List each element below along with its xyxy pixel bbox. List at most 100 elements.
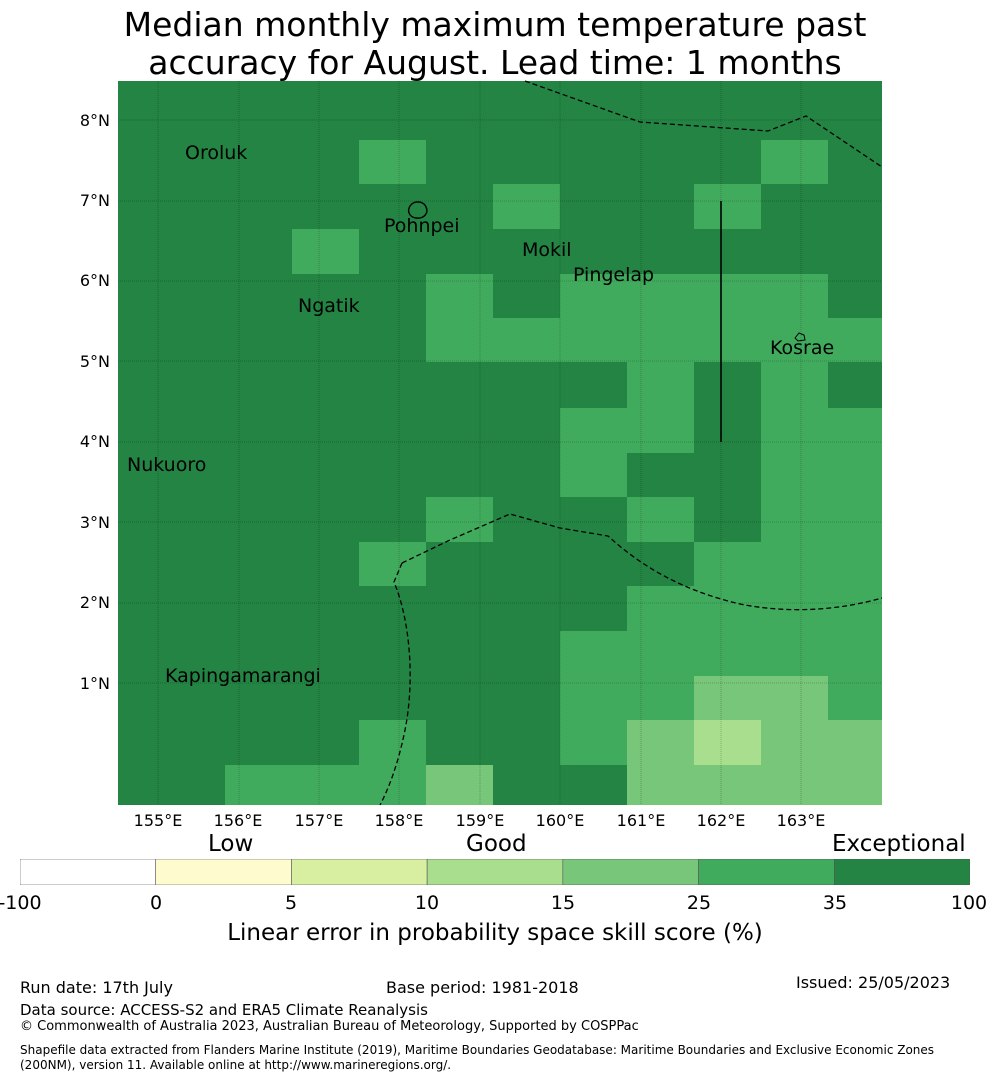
data-source: Data source: ACCESS-S2 and ERA5 Climate … [20,1001,428,1019]
colorbar-bin [291,859,428,885]
grid-cell [627,81,694,140]
place-label-pingelap: Pingelap [573,264,655,286]
grid-cell [359,676,426,720]
place-label-ngatik: Ngatik [298,295,360,317]
legend-category-exceptional: Exceptional [832,831,966,857]
eez-boundaries [379,80,883,806]
grid-cell [359,140,426,184]
grid-cell [560,81,627,140]
grid-cell [560,229,627,274]
grid-cell [761,274,828,318]
place-label-mokil: Mokil [522,239,572,261]
x-tick-158e: 158°E [374,811,424,830]
grid-cell [627,274,694,318]
grid-cell [225,631,292,676]
grid-cell [828,453,882,497]
grid-cell [118,765,158,805]
grid-cell [828,497,882,542]
grid-cell [828,140,882,184]
grid-cell [118,676,158,720]
grid-cell [158,720,225,765]
grid-cell [158,274,225,318]
grid-cell [627,497,694,542]
grid-cell [560,453,627,497]
x-tick-162e: 162°E [696,811,746,830]
y-tick-5n: 5°N [79,352,110,371]
grid-cell [627,318,694,362]
grid-cell [627,631,694,676]
grid-cell [225,184,292,229]
grid-cell [694,81,761,140]
grid-cell [292,497,359,542]
grid-cell [225,362,292,408]
grid-cell [426,765,493,805]
grid-cell [761,184,828,229]
grid-cell [761,362,828,408]
grid-cell [158,140,225,184]
grid-cell [292,81,359,140]
grid-cell [292,318,359,362]
grid-cell [426,81,493,140]
grid-cell [225,229,292,274]
grid-cell [118,184,158,229]
grid-cell [225,720,292,765]
grid-cell [292,362,359,408]
grid-cell [493,765,560,805]
grid-cell [158,765,225,805]
grid-cell [426,720,493,765]
grid-cell [292,720,359,765]
grid-cell [359,408,426,453]
colorbar-tick-25: 25 [686,892,712,914]
colorbar [20,859,970,885]
colorbar-bin [698,859,835,885]
grid-cell [627,184,694,229]
grid-cell [694,631,761,676]
grid-cell [292,542,359,586]
grid-cell [493,408,560,453]
colorbar-tick-10: 10 [414,892,440,914]
grid-cell [828,184,882,229]
eez-boundary-south-west [379,562,411,806]
grid-cell [828,765,882,805]
grid-cell [359,765,426,805]
grid-cell [761,318,828,362]
grid-cell [694,542,761,586]
grid-cell [225,318,292,362]
grid-cell [493,274,560,318]
grid-cell [359,631,426,676]
grid-cell [118,274,158,318]
colorbar-bin [426,859,564,885]
grid-cell [359,81,426,140]
grid-cell [426,140,493,184]
grid-cell [560,497,627,542]
grid-cell [761,676,828,720]
grid-cell [560,586,627,631]
x-tick-160e: 160°E [535,811,585,830]
y-tick-2n: 2°N [79,593,110,612]
grid-cell [560,408,627,453]
colorbar-tick-100: 100 [950,892,988,914]
x-tick-156e: 156°E [213,811,263,830]
grid-cell [560,274,627,318]
grid-cell [560,676,627,720]
grid-cell [225,453,292,497]
grid-cell [493,720,560,765]
grid-cell [359,229,426,274]
grid-cell [694,408,761,453]
eez-boundary-south-east [401,513,883,611]
grid-cell [158,318,225,362]
grid-cell [426,676,493,720]
colorbar-tick-0: 0 [149,892,163,914]
grid-cell [225,81,292,140]
grid-cell [426,274,493,318]
grid-cell [627,542,694,586]
grid-cell [292,274,359,318]
grid-cell [426,229,493,274]
grid-cell [828,676,882,720]
grid-cell [627,676,694,720]
grid-cell [118,720,158,765]
grid-cell [761,497,828,542]
grid-cell [359,720,426,765]
grid-cell [359,497,426,542]
grid-cell [426,362,493,408]
